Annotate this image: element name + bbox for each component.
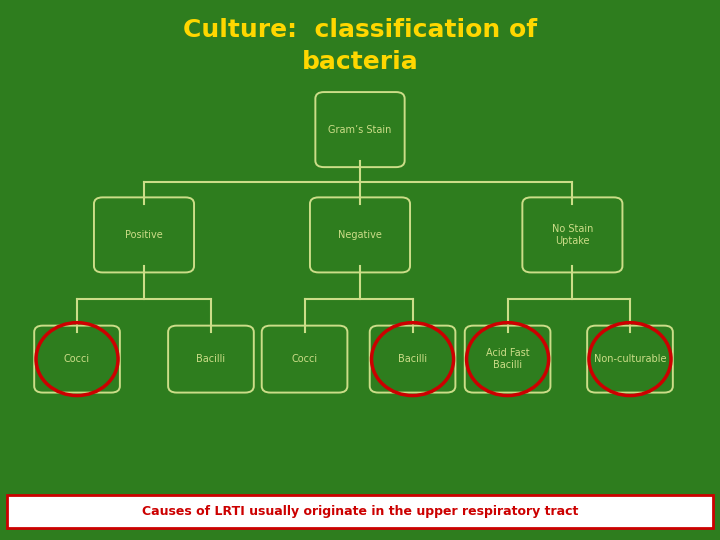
Text: Acid Fast
Bacilli: Acid Fast Bacilli bbox=[486, 348, 529, 370]
Text: No Stain
Uptake: No Stain Uptake bbox=[552, 224, 593, 246]
Text: Bacilli: Bacilli bbox=[398, 354, 427, 364]
Text: Non-culturable: Non-culturable bbox=[594, 354, 666, 364]
Text: Negative: Negative bbox=[338, 230, 382, 240]
Text: Causes of LRTI usually originate in the upper respiratory tract: Causes of LRTI usually originate in the … bbox=[142, 505, 578, 518]
Text: Gram’s Stain: Gram’s Stain bbox=[328, 125, 392, 134]
FancyBboxPatch shape bbox=[7, 495, 713, 528]
Text: Positive: Positive bbox=[125, 230, 163, 240]
Text: Cocci: Cocci bbox=[64, 354, 90, 364]
Text: Culture:  classification of: Culture: classification of bbox=[183, 18, 537, 42]
Text: Cocci: Cocci bbox=[292, 354, 318, 364]
Text: bacteria: bacteria bbox=[302, 50, 418, 74]
Text: Bacilli: Bacilli bbox=[197, 354, 225, 364]
